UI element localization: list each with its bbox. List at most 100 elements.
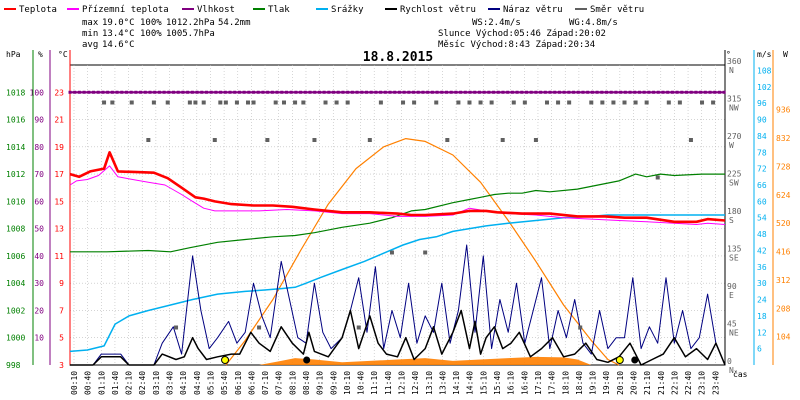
humidity-point xyxy=(280,90,284,94)
tick-label-ms: 90 xyxy=(757,116,767,125)
humidity-point xyxy=(219,90,223,94)
tick-label-wind-dir: 225 xyxy=(727,170,742,179)
humidity-point xyxy=(482,90,486,94)
legend-label: Směr větru xyxy=(590,5,644,15)
humidity-point xyxy=(703,90,707,94)
wind-direction-point xyxy=(165,100,170,105)
humidity-point xyxy=(529,90,533,94)
x-tick-label: 22:40 xyxy=(684,371,693,395)
tick-label-wind-dir-name: SE xyxy=(729,254,739,263)
tick-label-watt: 416 xyxy=(776,248,791,257)
humidity-point xyxy=(148,90,152,94)
tick-label-ms: 108 xyxy=(757,66,772,75)
x-tick-label: 02:40 xyxy=(138,371,147,395)
wind-direction-point xyxy=(234,100,239,105)
humidity-point xyxy=(590,90,594,94)
tick-label-hpa: 1002 xyxy=(6,306,25,315)
tick-label-ms: 48 xyxy=(757,230,767,239)
tick-label-wind-dir-name: NW xyxy=(729,104,739,113)
humidity-point xyxy=(214,90,218,94)
tick-label-watt: 728 xyxy=(776,162,791,171)
tick-label-watt: 208 xyxy=(776,304,791,313)
humidity-point xyxy=(426,90,430,94)
tick-label-wind-dir-name: S xyxy=(729,216,734,225)
humidity-point xyxy=(355,90,359,94)
humidity-point xyxy=(510,90,514,94)
wind-direction-point xyxy=(401,100,406,105)
unit-ms: m/s xyxy=(757,50,772,59)
humidity-point xyxy=(364,90,368,94)
humidity-point xyxy=(313,90,317,94)
tick-label-celsius: 23 xyxy=(54,88,64,97)
wind-direction-point xyxy=(102,100,107,105)
legend-label: Rychlost větru xyxy=(400,5,476,15)
tick-label-wind-dir-name: N xyxy=(729,66,734,75)
tick-label-hpa: 1018 xyxy=(6,88,25,97)
humidity-point xyxy=(195,90,199,94)
unit-watt: W xyxy=(783,50,788,59)
wind-direction-point xyxy=(522,100,527,105)
humidity-point xyxy=(270,90,274,94)
wind-direction-point xyxy=(423,250,428,255)
tick-label-ms: 6 xyxy=(757,345,762,354)
humidity-point xyxy=(261,90,265,94)
moon-marker xyxy=(303,356,311,364)
x-tick-label: 03:40 xyxy=(166,371,175,395)
humidity-point xyxy=(685,90,689,94)
wind-direction-point xyxy=(246,100,251,105)
tick-label-wind-dir: 180 xyxy=(727,207,742,216)
humidity-point xyxy=(562,90,566,94)
unit-degree: ° xyxy=(726,50,731,59)
wind-direction-point xyxy=(146,138,151,142)
tick-label-ms: 66 xyxy=(757,181,767,190)
tick-label-ms: 60 xyxy=(757,197,767,206)
stat-max-hum: 100% xyxy=(140,18,162,28)
humidity-point xyxy=(515,90,519,94)
tick-label-wind-dir-name: N xyxy=(729,366,734,375)
humidity-point xyxy=(402,90,406,94)
humidity-point xyxy=(670,90,674,94)
humidity-point xyxy=(209,90,213,94)
tick-label-ms: 18 xyxy=(757,312,767,321)
humidity-point xyxy=(252,90,256,94)
stat-avg-label: avg xyxy=(82,40,98,50)
wind-direction-point xyxy=(578,325,583,330)
humidity-point xyxy=(525,90,529,94)
unit-celsius: °C xyxy=(58,50,68,59)
wind-direction-point xyxy=(567,100,572,105)
tick-label-percent: 80 xyxy=(34,143,44,152)
wind-direction-point xyxy=(129,100,134,105)
humidity-point xyxy=(543,90,547,94)
x-tick-label: 21:10 xyxy=(643,371,652,395)
humidity-point xyxy=(388,90,392,94)
wind-direction-point xyxy=(323,100,328,105)
humidity-point xyxy=(581,90,585,94)
humidity-point xyxy=(633,90,637,94)
x-tick-label: 19:10 xyxy=(589,371,598,395)
tick-label-wind-dir: 360 xyxy=(727,57,742,66)
wind-direction-point xyxy=(445,138,450,142)
sun-marker xyxy=(221,356,230,364)
series-slune-n-z-en- xyxy=(225,138,620,366)
tick-label-wind-dir: 315 xyxy=(727,95,742,104)
x-tick-label: 12:10 xyxy=(398,371,407,395)
humidity-point xyxy=(609,90,613,94)
wind-direction-point xyxy=(223,100,228,105)
tick-label-ms: 36 xyxy=(757,263,767,272)
legend-label: Náraz větru xyxy=(503,5,563,15)
humidity-point xyxy=(77,90,81,94)
wind-direction-point xyxy=(456,100,461,105)
humidity-point xyxy=(440,90,444,94)
wind-direction-point xyxy=(611,100,616,105)
humidity-point xyxy=(572,90,576,94)
x-tick-label: 14:40 xyxy=(466,371,475,395)
wind-direction-point xyxy=(589,100,594,105)
humidity-point xyxy=(694,90,698,94)
humidity-point xyxy=(341,90,345,94)
wind-direction-point xyxy=(257,325,262,330)
x-tick-label: 16:10 xyxy=(507,371,516,395)
humidity-point xyxy=(520,90,524,94)
humidity-point xyxy=(449,90,453,94)
humidity-point xyxy=(369,90,373,94)
tick-label-wind-dir-name: W xyxy=(729,141,734,150)
